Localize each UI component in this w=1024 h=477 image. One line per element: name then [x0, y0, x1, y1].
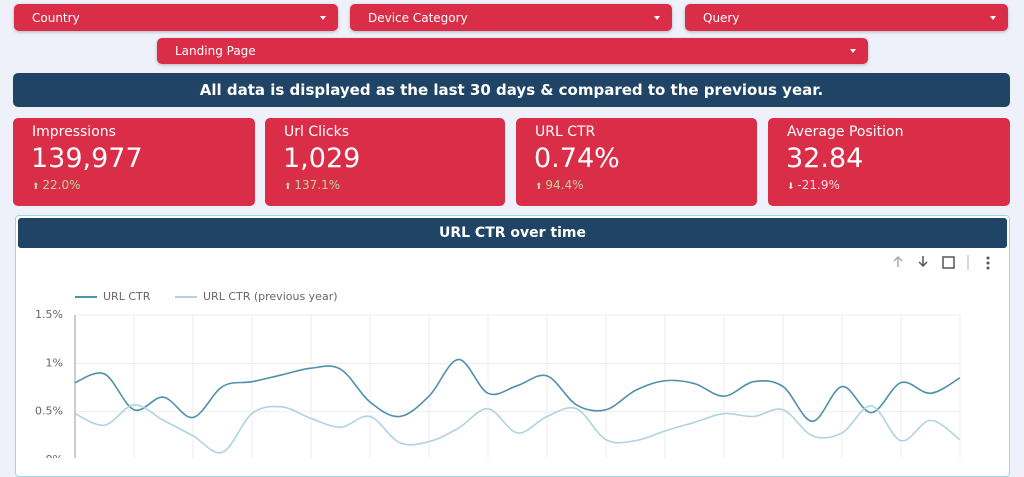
- kpi-label: Average Position: [787, 124, 904, 140]
- toolbar: [893, 255, 990, 270]
- change-arrow: ⬇: [787, 182, 798, 192]
- kpi-change: ⬆ 94.4%: [535, 178, 584, 192]
- kpi-value: 32.84: [786, 143, 864, 174]
- change-value: 94.4%: [545, 178, 584, 192]
- kpi-card: Impressions 139,977 ⬆ 22.0%: [13, 118, 255, 206]
- chart: 0% 0.5% 1% 1.5% URL CTR URL CTR (previous yea…: [35, 255, 990, 458]
- filter-dropdown[interactable]: Country: [14, 4, 338, 31]
- kpi-card: Average Position 32.84 ⬇ -21.9%: [768, 118, 1010, 206]
- legend-label: URL CTR: [103, 290, 151, 303]
- change-value: 137.1%: [294, 178, 341, 192]
- banner: All data is displayed as the last 30 day…: [13, 73, 1010, 107]
- legend-label: URL CTR (previous year): [203, 290, 338, 303]
- filter-label: Country: [32, 10, 80, 25]
- change-arrow: ⬆: [32, 182, 43, 192]
- sort-up-icon[interactable]: [893, 255, 903, 267]
- series-line: [74, 358, 961, 423]
- page: {"filters": ["Country", "Device Category…: [13, 4, 1010, 477]
- kpi-label: URL CTR: [535, 124, 596, 140]
- kpi-card: Url Clicks 1,029 ⬆ 137.1%: [265, 118, 505, 206]
- kpi-change: ⬆ 137.1%: [284, 178, 340, 192]
- change-value: 22.0%: [42, 178, 81, 192]
- change-arrow: ⬆: [284, 182, 295, 192]
- filter-dropdown[interactable]: Device Category: [350, 4, 672, 31]
- chart-title: URL CTR over time: [438, 225, 586, 241]
- sort-down-icon[interactable]: [918, 256, 928, 268]
- change-value: -21.9%: [797, 178, 840, 192]
- y-tick-label: 0%: [46, 453, 63, 458]
- filter-label: Query: [703, 10, 740, 25]
- filter-dropdown[interactable]: Query: [685, 4, 1008, 31]
- filter-dropdown[interactable]: Landing Page: [157, 38, 868, 64]
- y-tick-label: 0.5%: [35, 405, 63, 418]
- kpi-value: 0.74%: [534, 143, 620, 174]
- kpi-value: 1,029: [283, 143, 361, 174]
- kpi-label: Impressions: [32, 124, 116, 140]
- kpi-change: ⬆ 22.0%: [32, 178, 81, 192]
- chart-header: URL CTR over time: [18, 218, 1007, 248]
- chart-icon[interactable]: [942, 256, 955, 269]
- y-tick-label: 1.5%: [35, 308, 63, 321]
- kpi-change: ⬇ -21.9%: [787, 178, 840, 192]
- series-line: [74, 404, 961, 454]
- filter-label: Landing Page: [175, 44, 256, 58]
- y-tick-label: 1%: [46, 356, 63, 369]
- more-icon[interactable]: [986, 256, 990, 270]
- banner-text: All data is displayed as the last 30 day…: [199, 81, 824, 99]
- change-arrow: ⬆: [535, 182, 546, 192]
- kpi-value: 139,977: [31, 143, 143, 174]
- kpi-label: Url Clicks: [284, 124, 349, 140]
- filter-label: Device Category: [368, 10, 468, 25]
- kpi-card: URL CTR 0.74% ⬆ 94.4%: [516, 118, 757, 206]
- chart-panel: URL CTR over time: [15, 215, 1010, 477]
